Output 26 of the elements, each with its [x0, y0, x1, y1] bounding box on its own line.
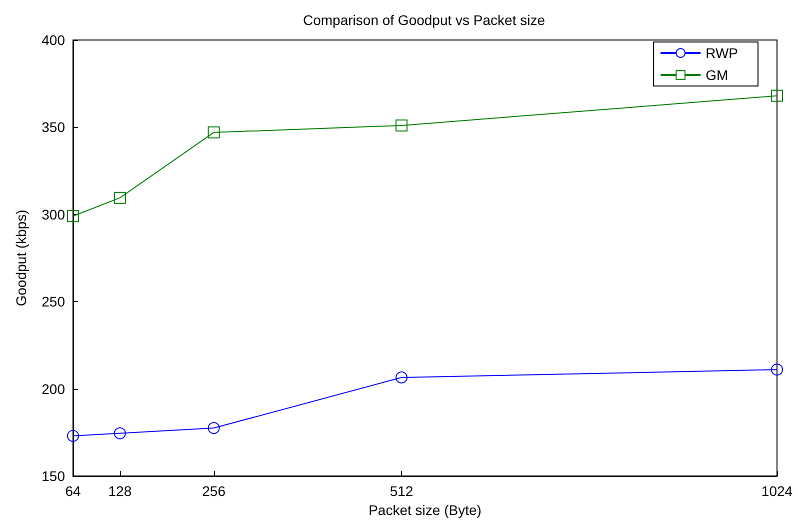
- y-tick-label: 200: [42, 380, 66, 397]
- x-tick-label: 256: [202, 483, 226, 499]
- point: [771, 364, 783, 376]
- point: [114, 192, 126, 204]
- chart-title: Comparison of Goodput vs Packet size: [302, 12, 546, 28]
- y-tick-label: 300: [42, 206, 66, 222]
- x-tick-label: 1024: [761, 483, 793, 499]
- x-tick-label: 64: [65, 483, 81, 499]
- legend-label: GM: [706, 67, 728, 83]
- point: [396, 371, 408, 384]
- point: [208, 422, 220, 434]
- y-tick-label: 400: [42, 32, 66, 48]
- point: [396, 119, 408, 132]
- y-tick-label: 250: [42, 294, 66, 310]
- point: [67, 430, 79, 442]
- x-tick-label: 512: [390, 483, 414, 499]
- point: [114, 427, 126, 440]
- y-tick-label: 350: [42, 119, 66, 136]
- y-tick-label: 150: [42, 468, 66, 484]
- y-axis-title: Goodput (kbps): [13, 210, 29, 306]
- legend-label: RWP: [706, 45, 738, 61]
- x-tick-label: 128: [108, 483, 132, 499]
- point: [67, 210, 79, 222]
- x-axis-title: Packet size (Byte): [368, 502, 482, 518]
- point: [771, 90, 783, 102]
- point: [208, 126, 220, 138]
